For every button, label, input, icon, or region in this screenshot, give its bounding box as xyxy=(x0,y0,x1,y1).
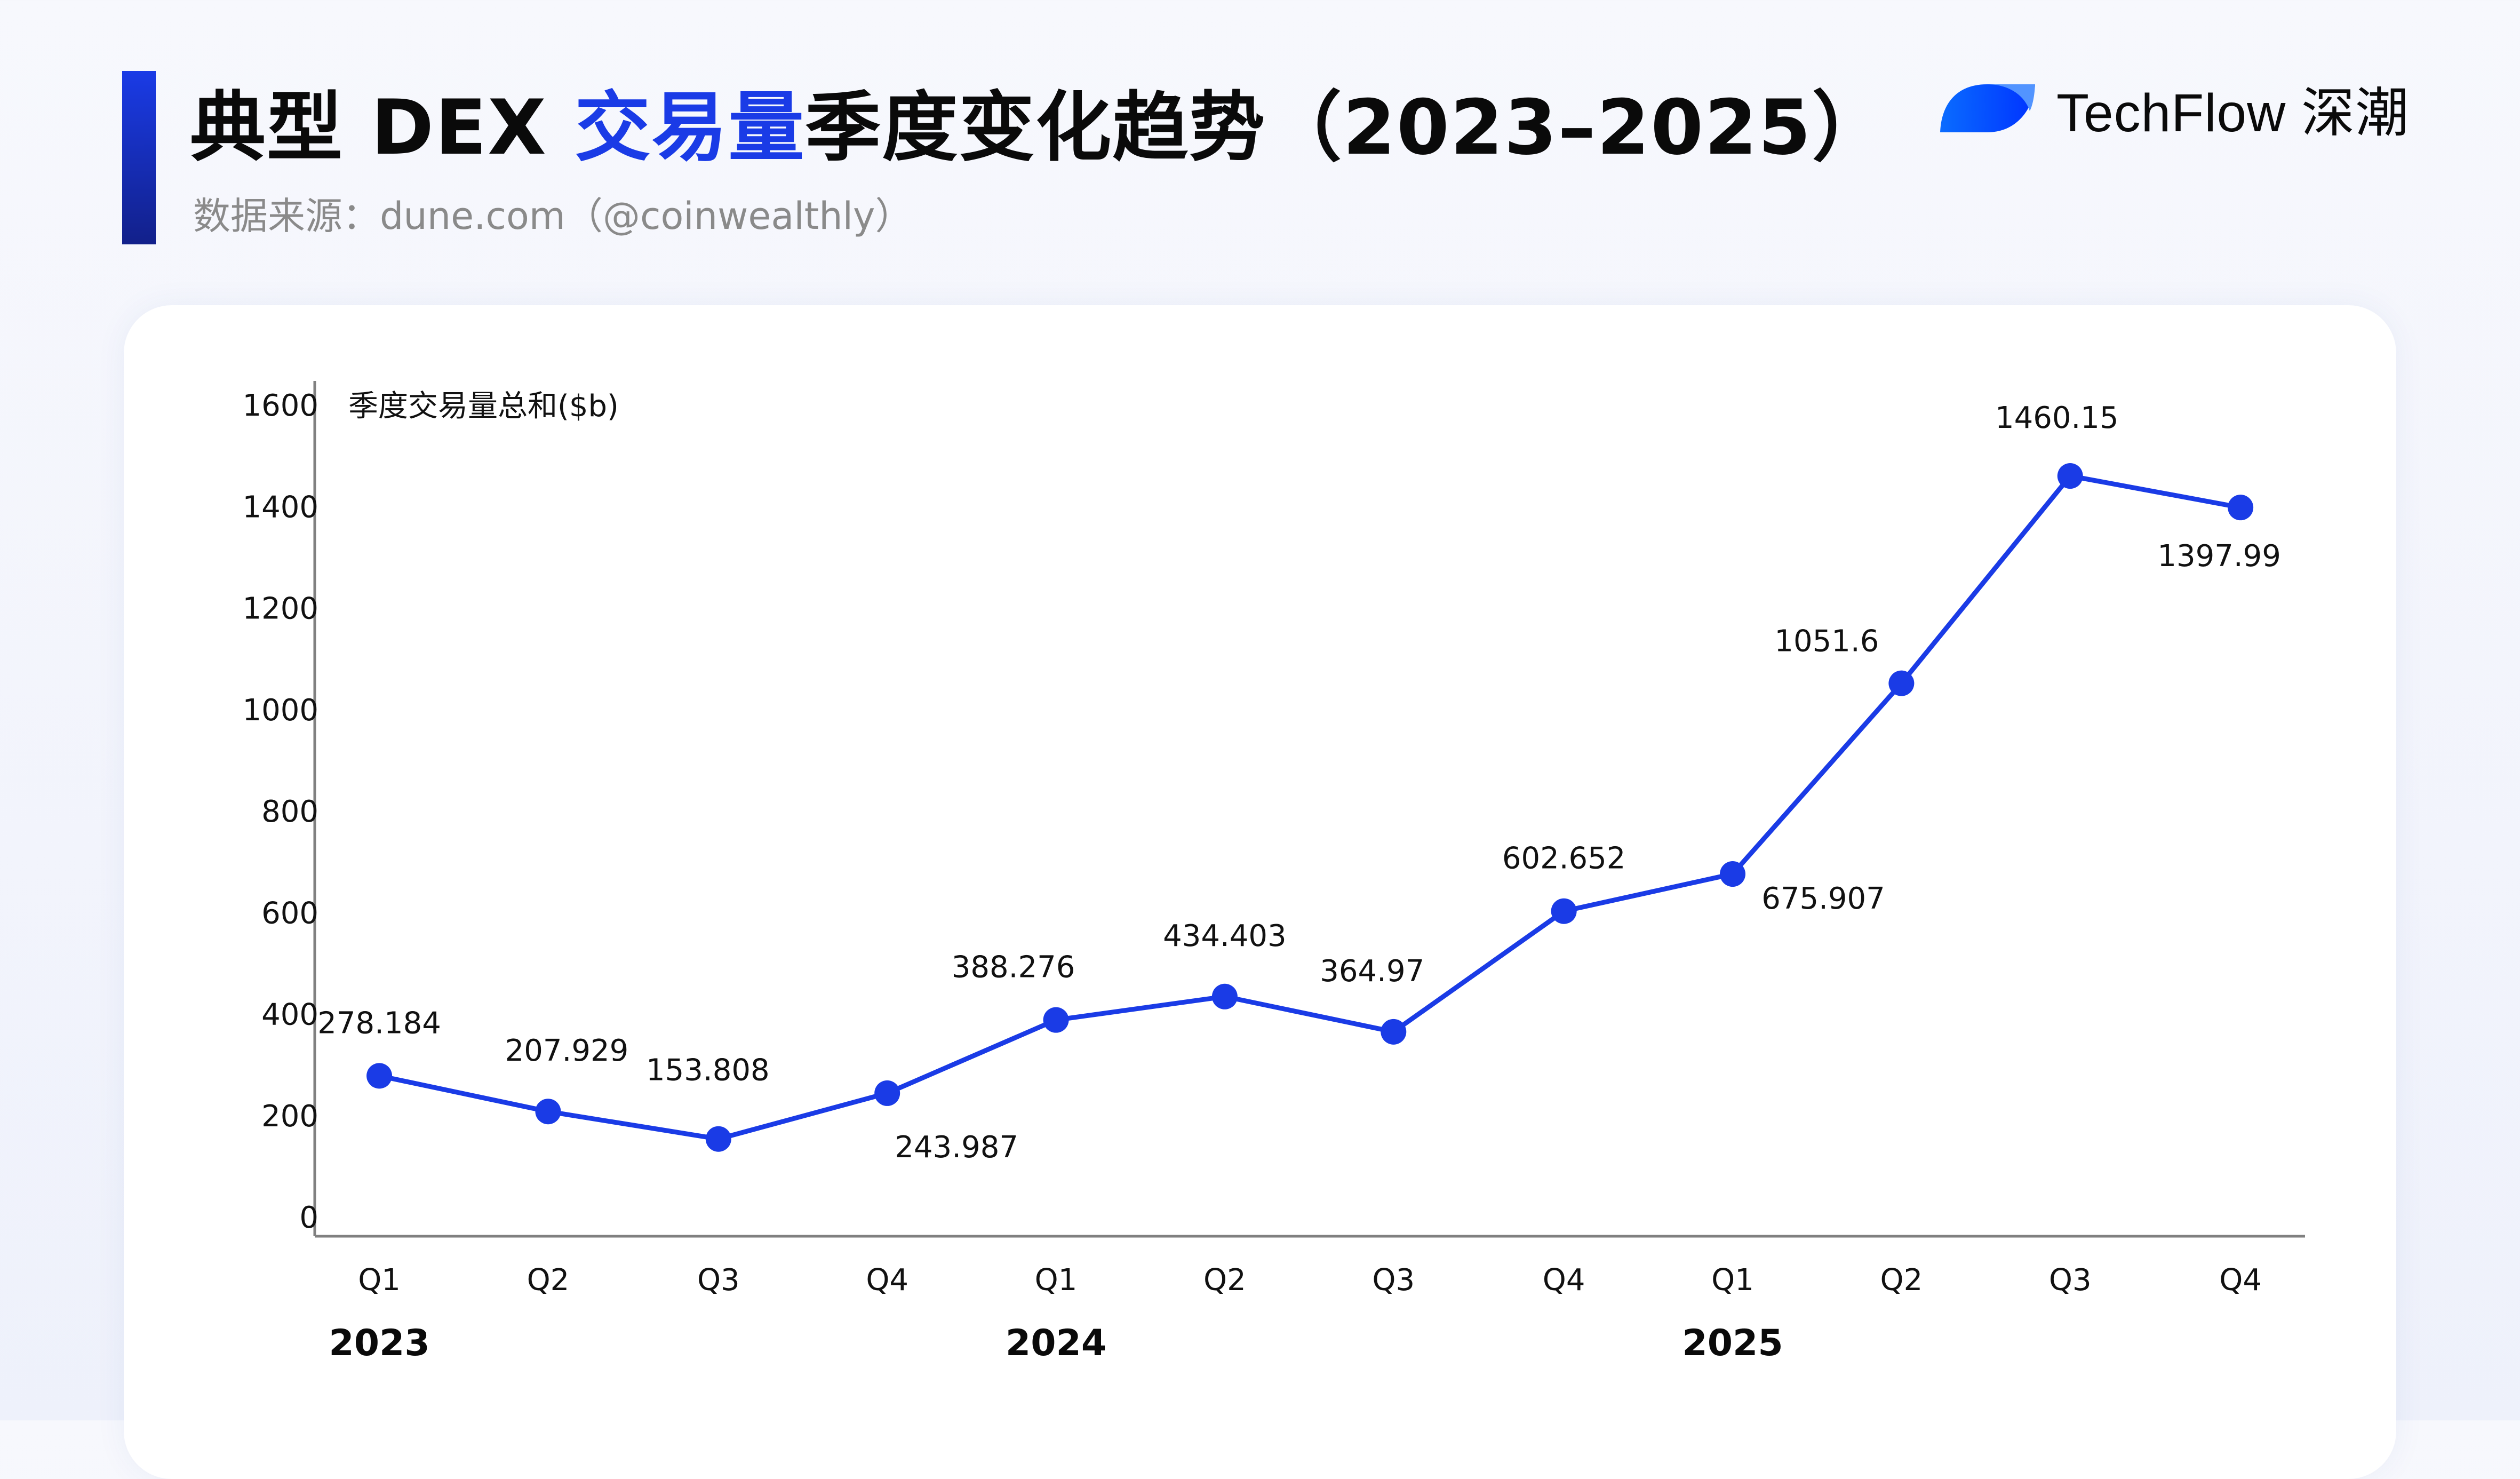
data-label: 1397.99 xyxy=(2157,539,2281,574)
y-tick-label: 1400 xyxy=(242,490,318,524)
chart-card: 0 200 400 600 800 1000 1200 1400 1600 季度交易量总和($b)… xyxy=(124,305,2396,1479)
data-label: 434.403 xyxy=(1163,919,1287,953)
data-label: 153.808 xyxy=(646,1053,770,1088)
x-tick-label: Q2 xyxy=(1880,1263,1923,1298)
series-line xyxy=(379,473,2241,1142)
x-tick-label: Q1 xyxy=(358,1263,401,1298)
x-tick-label: Q4 xyxy=(2219,1263,2262,1298)
data-label: 675.907 xyxy=(1761,881,1885,916)
data-label: 388.276 xyxy=(952,950,1075,985)
x-tick-label: Q3 xyxy=(2049,1263,2092,1298)
data-source: 数据来源：dune.com（@coinwealthly） xyxy=(193,194,913,238)
brand: TechFlow 深潮 xyxy=(1939,77,2409,143)
data-label: 364.97 xyxy=(1320,954,1424,989)
brand-name: TechFlow 深潮 xyxy=(2056,83,2410,143)
data-point xyxy=(2057,463,2083,489)
y-tick-label: 1000 xyxy=(242,693,318,728)
data-point xyxy=(535,1099,561,1125)
x-tick-label: Q3 xyxy=(697,1263,740,1298)
page-title: 典型 DEX 交易量季度变化趋势（2023–2025） xyxy=(190,80,1889,176)
x-tick-label: Q3 xyxy=(1372,1263,1415,1298)
x-tick-label: Q4 xyxy=(866,1263,908,1298)
year-label: 2024 xyxy=(1006,1322,1106,1364)
data-label: 602.652 xyxy=(1502,841,1626,876)
data-point xyxy=(1211,983,1238,1009)
y-tick-label: 800 xyxy=(261,794,318,829)
y-tick-label: 0 xyxy=(299,1200,318,1235)
title-suffix: 季度变化趋势（2023–2025） xyxy=(805,84,1889,172)
data-point xyxy=(1381,1019,1407,1045)
line-chart: 0 200 400 600 800 1000 1200 1400 1600 季度交易量总和($b)… xyxy=(242,381,2305,1364)
year-label: 2025 xyxy=(1682,1322,1783,1364)
data-point xyxy=(1888,670,1915,696)
data-point xyxy=(705,1126,731,1152)
data-point xyxy=(1043,1007,1069,1033)
x-tick-label: Q4 xyxy=(1543,1263,1585,1298)
data-point xyxy=(874,1080,900,1106)
y-tick-label: 200 xyxy=(261,1099,318,1134)
data-point xyxy=(1551,898,1577,924)
y-tick-label: 400 xyxy=(261,998,318,1032)
x-tick-label: Q1 xyxy=(1035,1263,1078,1298)
x-tick-label: Q1 xyxy=(1711,1263,1754,1298)
data-label: 278.184 xyxy=(317,1006,441,1040)
data-label: 1460.15 xyxy=(1995,401,2119,435)
data-label: 207.929 xyxy=(505,1033,629,1068)
data-point xyxy=(2228,495,2254,521)
data-point xyxy=(366,1063,393,1089)
y-tick-label: 1600 xyxy=(242,388,318,423)
x-tick-label: Q2 xyxy=(527,1263,570,1298)
leaf-logo-icon xyxy=(1940,84,2035,132)
title-highlight: 交易量 xyxy=(575,84,806,172)
year-label: 2023 xyxy=(329,1322,429,1364)
data-label: 243.987 xyxy=(895,1130,1018,1165)
y-tick-label: 1200 xyxy=(242,592,318,626)
y-tick-label: 600 xyxy=(261,896,318,931)
data-point xyxy=(1720,861,1746,887)
y-axis-title: 季度交易量总和($b) xyxy=(348,389,619,424)
data-label: 1051.6 xyxy=(1774,624,1879,659)
title-accent-bar xyxy=(122,71,156,244)
title-prefix: 典型 DEX xyxy=(190,84,575,172)
x-tick-label: Q2 xyxy=(1203,1263,1246,1298)
